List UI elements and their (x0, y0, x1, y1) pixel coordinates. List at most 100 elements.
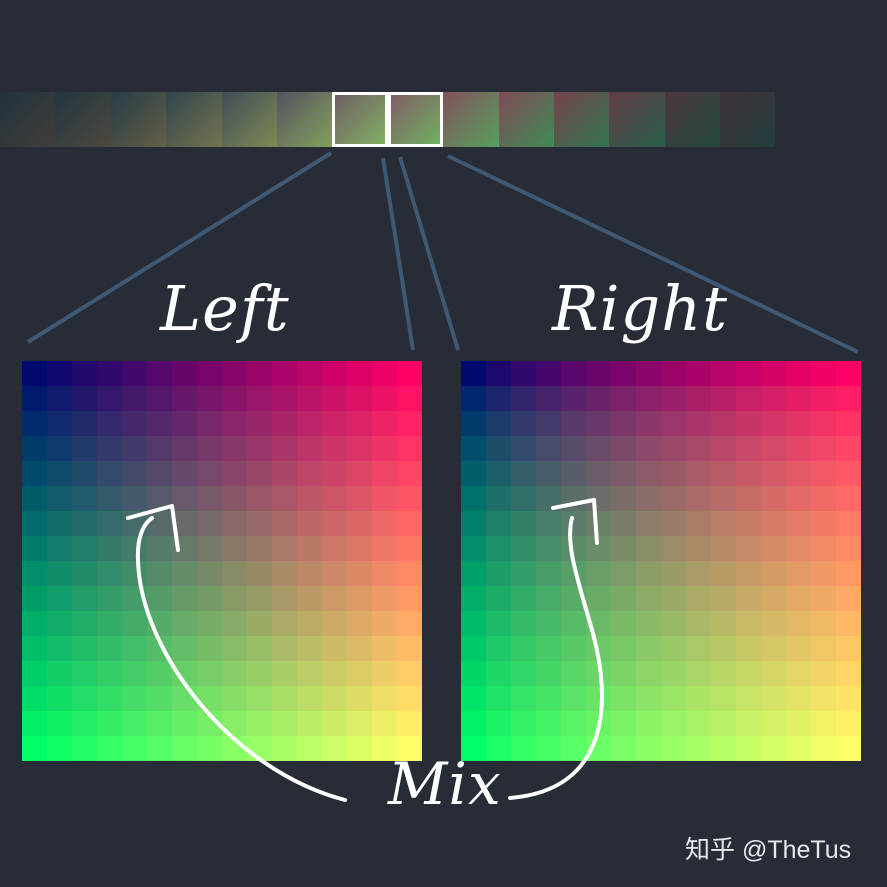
grid-cell (247, 511, 272, 536)
grid-cell (97, 686, 122, 711)
grid-cell (247, 711, 272, 736)
grid-cell (611, 411, 636, 436)
grid-cell (736, 386, 761, 411)
grid-cell (686, 486, 711, 511)
grid-cell (322, 461, 347, 486)
grid-cell (611, 461, 636, 486)
grid-cell (272, 711, 297, 736)
grid-cell (486, 736, 511, 761)
grid-cell (761, 711, 786, 736)
grid-cell (686, 586, 711, 611)
left-label: Left (160, 272, 290, 345)
grid-cell (122, 436, 147, 461)
grid-cell (811, 561, 836, 586)
grid-cell (511, 611, 536, 636)
grid-cell (22, 661, 47, 686)
grid-cell (347, 461, 372, 486)
grid-cell (761, 411, 786, 436)
grid-cell (461, 636, 486, 661)
grid-cell (636, 436, 661, 461)
grid-cell (222, 661, 247, 686)
grid-cell (147, 561, 172, 586)
grid-cell (511, 511, 536, 536)
grid-cell (122, 661, 147, 686)
grid-cell (347, 511, 372, 536)
grid-cell (511, 586, 536, 611)
grid-cell (836, 461, 861, 486)
grid-cell (272, 461, 297, 486)
grid-cell (222, 611, 247, 636)
grid-cell (322, 586, 347, 611)
grid-cell (511, 561, 536, 586)
grid-cell (661, 661, 686, 686)
grid-cell (611, 536, 636, 561)
grid-cell (636, 411, 661, 436)
grid-cell (272, 636, 297, 661)
grid-cell (686, 361, 711, 386)
grid-cell (761, 486, 786, 511)
grid-cell (397, 411, 422, 436)
grid-cell (711, 486, 736, 511)
grid-cell (97, 611, 122, 636)
grid-cell (222, 586, 247, 611)
grid-cell (97, 586, 122, 611)
right-label: Right (552, 272, 729, 345)
grid-cell (636, 361, 661, 386)
grid-cell (197, 511, 222, 536)
grid-cell (461, 386, 486, 411)
grid-cell (247, 661, 272, 686)
grid-cell (711, 586, 736, 611)
grid-cell (836, 711, 861, 736)
grid-cell (97, 436, 122, 461)
grid-cell (486, 461, 511, 486)
grid-cell (297, 386, 322, 411)
grid-cell (172, 361, 197, 386)
grid-cell (611, 561, 636, 586)
grid-cell (661, 536, 686, 561)
grid-cell (711, 711, 736, 736)
grid-cell (461, 736, 486, 761)
grid-cell (172, 611, 197, 636)
palette-tile (720, 92, 776, 147)
grid-cell (711, 686, 736, 711)
grid-cell (486, 486, 511, 511)
grid-cell (372, 486, 397, 511)
grid-cell (461, 436, 486, 461)
grid-cell (397, 636, 422, 661)
grid-cell (122, 711, 147, 736)
grid-cell (536, 661, 561, 686)
grid-cell (197, 586, 222, 611)
grid-cell (372, 661, 397, 686)
grid-cell (172, 636, 197, 661)
grid-cell (761, 661, 786, 686)
grid-cell (611, 386, 636, 411)
grid-cell (586, 486, 611, 511)
grid-cell (47, 361, 72, 386)
grid-cell (122, 636, 147, 661)
grid-cell (297, 361, 322, 386)
grid-cell (297, 486, 322, 511)
grid-cell (372, 736, 397, 761)
connector-line (26, 151, 333, 344)
grid-cell (372, 611, 397, 636)
grid-cell (686, 736, 711, 761)
grid-cell (172, 711, 197, 736)
palette-tile (110, 92, 167, 147)
grid-cell (222, 511, 247, 536)
grid-cell (322, 511, 347, 536)
grid-cell (811, 736, 836, 761)
grid-cell (47, 661, 72, 686)
grid-cell (486, 711, 511, 736)
grid-cell (97, 661, 122, 686)
grid-cell (72, 611, 97, 636)
grid-cell (22, 411, 47, 436)
grid-cell (347, 736, 372, 761)
grid-cell (22, 436, 47, 461)
grid-cell (836, 736, 861, 761)
grid-cell (247, 536, 272, 561)
grid-cell (197, 461, 222, 486)
grid-cell (197, 636, 222, 661)
grid-cell (461, 361, 486, 386)
grid-cell (736, 611, 761, 636)
grid-cell (297, 661, 322, 686)
